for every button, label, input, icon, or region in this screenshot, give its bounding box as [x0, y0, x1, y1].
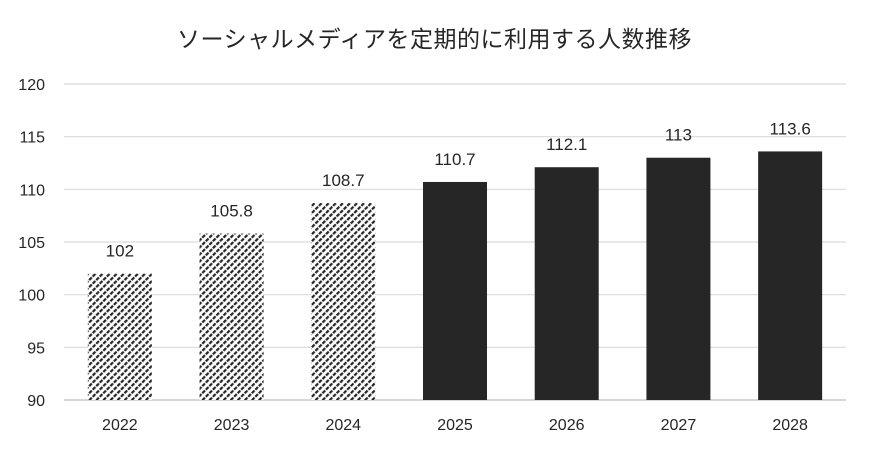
y-tick-label: 115 — [19, 130, 45, 147]
data-label-2026: 112.1 — [546, 135, 587, 154]
bar-2025 — [423, 181, 487, 400]
bar-2022 — [87, 273, 152, 400]
x-tick-label-2025: 2025 — [437, 417, 473, 434]
x-tick-label-2028: 2028 — [772, 417, 808, 434]
y-tick-label: 100 — [18, 288, 45, 305]
y-tick-label: 105 — [18, 235, 45, 252]
bar-2024 — [311, 203, 376, 400]
x-tick-label-2022: 2022 — [102, 417, 138, 434]
data-label-2025: 110.7 — [434, 150, 475, 169]
data-label-2024: 108.7 — [322, 171, 365, 190]
bar-2028 — [758, 151, 823, 400]
bar-2026 — [534, 167, 599, 400]
y-tick-label: 95 — [27, 340, 45, 357]
x-tick-label-2023: 2023 — [214, 417, 250, 434]
bar-2023 — [199, 233, 264, 400]
bars — [87, 151, 823, 400]
y-tick-label: 110 — [19, 182, 45, 199]
data-labels: 102 105.8 108.7 110.7 112.1 113 113.6 — [106, 119, 811, 260]
y-tick-label: 120 — [18, 77, 45, 94]
x-tick-label-2027: 2027 — [661, 417, 697, 434]
x-tick-label-2026: 2026 — [549, 417, 585, 434]
x-tick-label-2024: 2024 — [325, 417, 361, 434]
data-label-2022: 102 — [106, 242, 134, 261]
chart-title: ソーシャルメディアを定期的に利用する人数推移 — [177, 27, 692, 53]
x-axis: 2022 2023 2024 2025 2026 2027 2028 — [102, 417, 808, 434]
data-label-2027: 113 — [665, 126, 692, 145]
data-label-2028: 113.6 — [770, 119, 811, 138]
y-tick-label: 90 — [27, 393, 45, 410]
bar-2027 — [646, 157, 711, 400]
data-label-2023: 105.8 — [210, 202, 253, 221]
y-axis: 90 95 100 105 110 115 120 — [18, 77, 45, 410]
